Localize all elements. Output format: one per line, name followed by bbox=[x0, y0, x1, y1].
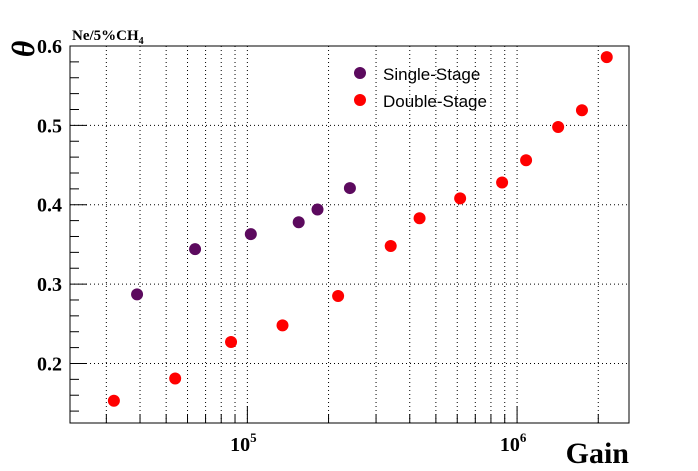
legend-marker-series-1 bbox=[354, 67, 366, 79]
data-point-series-1 bbox=[244, 228, 257, 241]
legend: Single-Stage Double-Stage bbox=[354, 65, 487, 111]
data-point-series-1 bbox=[311, 203, 324, 216]
y-tick-label: 0.4 bbox=[37, 195, 62, 217]
y-tick-label: 0.5 bbox=[37, 115, 62, 137]
data-point-series-2 bbox=[413, 212, 426, 225]
data-point-series-2 bbox=[520, 154, 533, 167]
chart-title-subscript: 4 bbox=[139, 36, 144, 47]
x-tick-label-base: 10 bbox=[230, 434, 250, 456]
data-point-series-2 bbox=[332, 290, 345, 303]
x-tick-label-base: 10 bbox=[500, 434, 520, 456]
legend-label-series-2: Double-Stage bbox=[383, 92, 487, 111]
x-tick-label-exponent: 5 bbox=[250, 430, 257, 445]
data-point-series-1 bbox=[292, 216, 305, 229]
legend-marker-series-2 bbox=[354, 94, 366, 106]
data-points bbox=[107, 51, 613, 407]
axis-ticks bbox=[70, 45, 599, 423]
data-point-series-1 bbox=[131, 288, 144, 301]
y-axis-label: θ bbox=[5, 40, 41, 57]
data-point-series-2 bbox=[169, 372, 182, 385]
legend-label-series-1: Single-Stage bbox=[383, 65, 480, 84]
data-point-series-1 bbox=[189, 243, 202, 256]
y-tick-label: 0.3 bbox=[37, 274, 62, 296]
x-tick-label-exponent: 6 bbox=[520, 430, 527, 445]
x-tick-label: 106 bbox=[500, 430, 527, 456]
x-tick-label: 105 bbox=[230, 430, 257, 456]
data-point-series-2 bbox=[276, 319, 289, 332]
y-tick-label: 0.2 bbox=[37, 353, 62, 375]
data-point-series-2 bbox=[552, 120, 565, 133]
data-point-series-2 bbox=[107, 394, 120, 407]
data-point-series-2 bbox=[496, 176, 509, 189]
data-point-series-2 bbox=[600, 51, 613, 64]
x-tick-labels: 105 106 bbox=[230, 430, 527, 456]
x-axis-label: Gain bbox=[566, 437, 630, 470]
data-point-series-2 bbox=[575, 104, 588, 117]
data-point-series-2 bbox=[454, 192, 467, 205]
y-tick-label: 0.6 bbox=[37, 36, 62, 58]
chart-title-text: Ne/5%CH bbox=[72, 28, 139, 44]
plot-frame bbox=[69, 45, 630, 424]
data-point-series-2 bbox=[225, 336, 238, 349]
data-point-series-1 bbox=[343, 182, 356, 195]
data-point-series-2 bbox=[384, 240, 397, 253]
y-tick-labels: 0.2 0.3 0.4 0.5 0.6 bbox=[37, 36, 62, 375]
chart-title: Ne/5%CH4 bbox=[72, 28, 144, 47]
